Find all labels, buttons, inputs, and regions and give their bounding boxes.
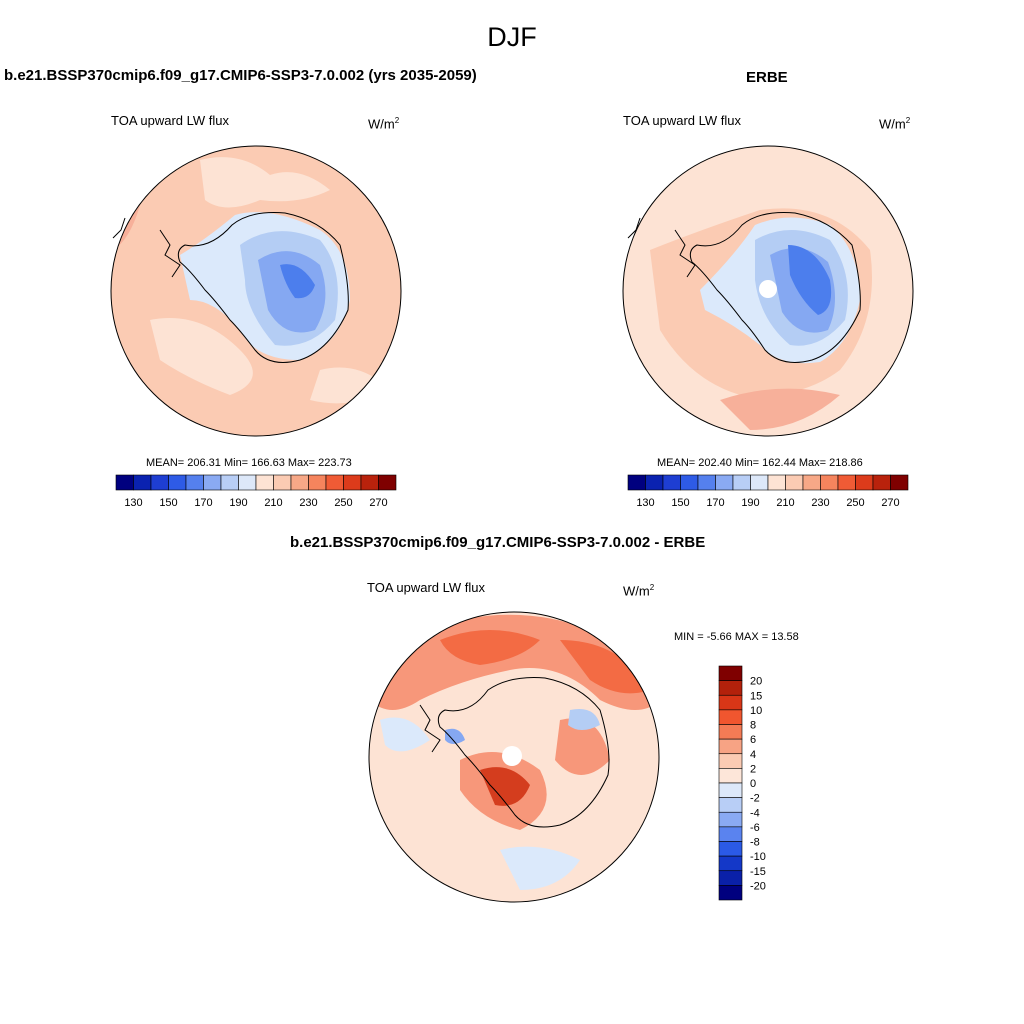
diff-colorbar-tick: -8 <box>750 837 760 849</box>
right-colorbar-tick: 230 <box>811 497 829 509</box>
right-colorbar-tick: 270 <box>881 497 899 509</box>
left-panel-header: b.e21.BSSP370cmip6.f09_g17.CMIP6-SSP3-7.… <box>4 67 477 84</box>
left-colorbar-swatch <box>238 474 257 491</box>
left-colorbar-tick: 170 <box>194 497 212 509</box>
diff-colorbar-tick: 0 <box>750 778 756 790</box>
right-colorbar-swatch <box>627 474 646 491</box>
diff-variable-label: TOA upward LW flux <box>367 580 486 595</box>
diff-colorbar-swatch <box>718 665 743 681</box>
right-colorbar-swatch <box>785 474 804 491</box>
left-colorbar-swatch <box>273 474 292 491</box>
right-colorbar-swatch <box>855 474 874 491</box>
diff-colorbar-tick: -20 <box>750 880 766 892</box>
right-colorbar-swatch <box>802 474 821 491</box>
left-colorbar-tick: 210 <box>264 497 282 509</box>
diff-panel-header: b.e21.BSSP370cmip6.f09_g17.CMIP6-SSP3-7.… <box>290 534 706 551</box>
diff-colorbar-swatch <box>718 782 743 798</box>
left-colorbar-tick: 250 <box>334 497 352 509</box>
left-colorbar-swatch <box>115 474 134 491</box>
left-colorbar-tick: 230 <box>299 497 317 509</box>
left-colorbar-tick: 190 <box>229 497 247 509</box>
left-colorbar-swatch <box>185 474 204 491</box>
right-colorbar-tick: 150 <box>671 497 689 509</box>
diff-colorbar-swatch <box>718 797 743 813</box>
diff-colorbar-tick: -6 <box>750 822 760 834</box>
right-colorbar-swatch <box>820 474 839 491</box>
left-colorbar-tick: 150 <box>159 497 177 509</box>
diff-colorbar-swatch <box>718 724 743 740</box>
left-colorbar: 130 150 170 190 210 230 250 270 <box>115 474 397 509</box>
left-colorbar-swatch <box>150 474 169 491</box>
left-colorbar-tick: 270 <box>369 497 387 509</box>
right-colorbar-swatch <box>697 474 716 491</box>
diff-colorbar-tick: 15 <box>750 690 762 702</box>
right-variable-label: TOA upward LW flux <box>623 113 742 128</box>
right-units-label: W/m2 <box>879 116 911 132</box>
diff-colorbar-tick: 4 <box>750 749 756 761</box>
right-colorbar-tick: 250 <box>846 497 864 509</box>
left-colorbar-swatch <box>343 474 362 491</box>
left-colorbar-swatch <box>378 474 397 491</box>
left-colorbar-swatch <box>133 474 152 491</box>
right-colorbar-swatch <box>680 474 699 491</box>
diff-colorbar-swatch <box>718 870 743 886</box>
right-colorbar-swatch <box>890 474 909 491</box>
right-colorbar-swatch <box>645 474 664 491</box>
right-colorbar-swatch <box>767 474 786 491</box>
diff-colorbar-tick: 6 <box>750 734 756 746</box>
left-map <box>110 145 402 437</box>
right-map <box>622 145 914 437</box>
left-colorbar-swatch <box>290 474 309 491</box>
diff-colorbar-tick: 2 <box>750 763 756 775</box>
diff-colorbar-swatch <box>718 753 743 769</box>
left-stats: MEAN= 206.31 Min= 166.63 Max= 223.73 <box>146 457 352 469</box>
diff-colorbar-swatch <box>718 680 743 696</box>
left-colorbar-swatch <box>308 474 327 491</box>
right-stats: MEAN= 202.40 Min= 162.44 Max= 218.86 <box>657 457 863 469</box>
right-panel-header: ERBE <box>746 69 788 86</box>
diff-colorbar-swatch <box>718 709 743 725</box>
right-colorbar-swatch <box>750 474 769 491</box>
diff-colorbar-swatch <box>718 841 743 857</box>
left-colorbar-swatch <box>203 474 222 491</box>
left-colorbar-swatch <box>255 474 274 491</box>
right-colorbar-swatch <box>662 474 681 491</box>
right-colorbar-swatch <box>715 474 734 491</box>
diff-colorbar-tick: 10 <box>750 705 762 717</box>
right-colorbar-tick: 190 <box>741 497 759 509</box>
right-colorbar-swatch <box>837 474 856 491</box>
left-colorbar-swatch <box>360 474 379 491</box>
diff-colorbar-swatch <box>718 855 743 872</box>
right-colorbar: 130 150 170 190 210 230 250 270 <box>627 474 909 509</box>
diff-colorbar-tick: -4 <box>750 807 760 819</box>
left-colorbar-tick: 130 <box>124 497 142 509</box>
left-units-label: W/m2 <box>368 116 400 132</box>
right-colorbar-tick: 210 <box>776 497 794 509</box>
diff-colorbar-swatch <box>718 811 743 828</box>
diff-colorbar-tick: -15 <box>750 866 766 878</box>
diff-map <box>368 611 660 903</box>
right-colorbar-tick: 130 <box>636 497 654 509</box>
left-colorbar-swatch <box>325 474 344 491</box>
left-colorbar-swatch <box>168 474 187 491</box>
diff-colorbar-swatch <box>718 738 743 755</box>
diff-colorbar-tick: 20 <box>750 676 762 688</box>
diff-colorbar-swatch <box>718 694 743 711</box>
left-colorbar-swatch <box>220 474 239 491</box>
diff-colorbar-tick: 8 <box>750 720 756 732</box>
diff-colorbar-tick: -2 <box>750 793 760 805</box>
figure-title: DJF <box>487 22 537 52</box>
diff-colorbar-swatch <box>718 885 743 901</box>
diff-colorbar-swatch <box>718 826 743 842</box>
right-colorbar-tick: 170 <box>706 497 724 509</box>
diff-minmax: MIN = -5.66 MAX = 13.58 <box>674 631 799 643</box>
left-variable-label: TOA upward LW flux <box>111 113 230 128</box>
right-colorbar-swatch <box>732 474 751 491</box>
diff-colorbar-swatch <box>718 768 743 784</box>
diff-colorbar-tick: -10 <box>750 851 766 863</box>
diff-units-label: W/m2 <box>623 583 655 599</box>
right-colorbar-swatch <box>872 474 891 491</box>
